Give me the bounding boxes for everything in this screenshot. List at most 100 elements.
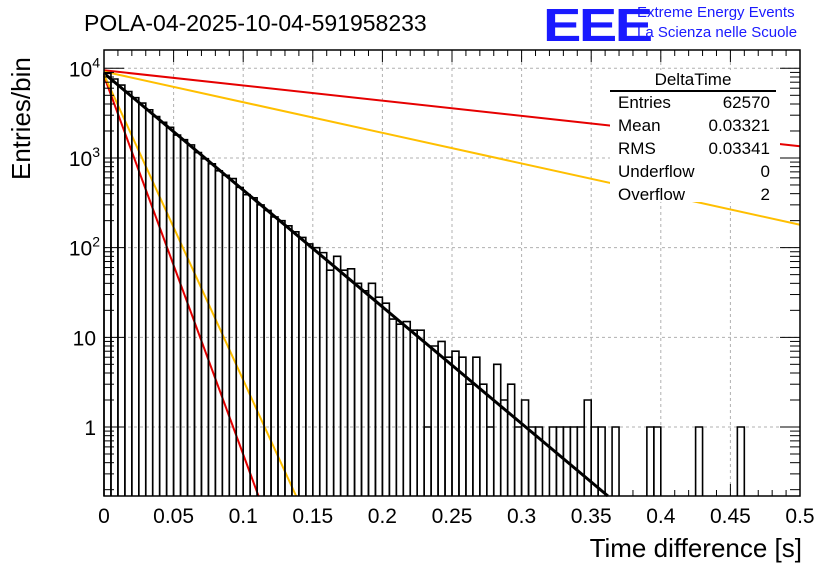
y-tick-base: 10	[69, 238, 92, 261]
histogram-bin	[179, 138, 189, 496]
histogram-bin	[736, 426, 746, 496]
y-tick-label: 102	[69, 234, 100, 261]
stats-row-entries: Entries 62570	[618, 93, 770, 115]
histogram-bin	[117, 84, 126, 496]
y-tick-label: 103	[69, 144, 100, 171]
histogram-bin	[479, 383, 488, 496]
histogram-bin	[499, 399, 509, 496]
histogram-bin	[437, 340, 446, 496]
x-tick-label: 0.1	[229, 505, 258, 528]
stats-label: Mean	[618, 116, 661, 135]
chart-title: POLA-04-2025-10-04-591958233	[84, 10, 427, 36]
histogram-bin	[353, 282, 363, 496]
logo-line-1: Extreme Energy Events	[637, 4, 795, 21]
histogram-bin	[207, 163, 217, 496]
stats-row-rms: RMS 0.03341	[618, 139, 770, 161]
histogram-bin	[492, 363, 502, 496]
y-tick-exponent: 4	[92, 54, 100, 70]
histogram-bin	[200, 157, 210, 496]
tick-layer: 0 0.05 0.1 0.15 0.2 0.25 0.3 0.35 0.4 0.45 0.51101…	[69, 50, 815, 528]
x-tick-label: 0.5	[785, 505, 814, 528]
histogram-bin	[694, 426, 704, 496]
histogram-bin	[534, 426, 544, 496]
histogram-bin	[346, 268, 356, 496]
histogram-bin	[277, 219, 286, 496]
histogram-bin	[520, 399, 530, 496]
histogram-bin	[381, 302, 391, 496]
histogram-bin	[124, 90, 133, 496]
fit-line-orange-steep	[103, 74, 298, 497]
eee-logo: EEE	[543, 0, 653, 51]
histogram-bin	[165, 126, 175, 496]
histogram-bin	[242, 193, 251, 496]
stats-title: DeltaTime	[610, 70, 776, 92]
stats-row-underflow: Underflow 0	[618, 162, 770, 184]
histogram-bin	[325, 269, 335, 496]
x-tick-label: 0	[98, 505, 110, 528]
stats-value: 0.03321	[708, 116, 770, 135]
histogram-bin	[430, 345, 439, 496]
x-tick-label: 0.3	[507, 505, 536, 528]
histogram-layer	[103, 72, 746, 496]
stats-value: 0.03341	[708, 139, 770, 158]
histogram-bin	[332, 255, 342, 496]
x-tick-label: 0.05	[153, 505, 194, 528]
histogram-bin	[569, 426, 579, 496]
histogram-bin	[284, 225, 293, 496]
histogram-bin	[402, 320, 412, 496]
histogram-bin	[291, 231, 300, 496]
y-tick-base: 10	[69, 58, 92, 81]
histogram-bin	[312, 246, 321, 496]
histogram-bin	[486, 426, 495, 496]
histogram-bin	[388, 318, 398, 496]
histogram-bin	[318, 251, 328, 496]
histogram-bin	[506, 383, 516, 496]
histogram-bin	[576, 426, 586, 496]
stats-label: Entries	[618, 93, 671, 112]
stats-label: Overflow	[618, 185, 686, 204]
histogram-bin	[360, 290, 370, 496]
histogram-bin	[653, 426, 662, 496]
histogram-bin	[416, 329, 425, 496]
y-tick-label: 104	[69, 54, 100, 81]
y-tick-exponent: 2	[92, 234, 100, 250]
histogram-bin	[249, 196, 258, 496]
stats-row-overflow: Overflow 2	[618, 185, 770, 207]
stats-value: 0	[760, 162, 770, 181]
histogram-bin	[513, 426, 523, 496]
stats-label: RMS	[618, 139, 656, 158]
stats-label: Underflow	[618, 162, 695, 181]
x-tick-label: 0.35	[571, 505, 612, 528]
histogram-bin	[339, 269, 349, 496]
histogram-bin	[465, 383, 474, 496]
histogram-bin	[409, 329, 418, 496]
histogram-bin	[172, 134, 182, 496]
y-axis-label: Entries/bin	[6, 57, 36, 180]
fit-line-exponential-fit	[103, 72, 609, 498]
histogram-bin	[158, 121, 168, 496]
histogram-bin	[263, 209, 272, 496]
histogram-bin	[423, 426, 432, 496]
stats-box: DeltaTime Entries 62570 Mean 0.03321 RMS…	[610, 70, 780, 204]
histogram-bin	[103, 72, 112, 496]
histogram-bin	[555, 426, 565, 496]
histogram-bin	[298, 236, 307, 496]
x-axis-label: Time difference [s]	[589, 533, 802, 563]
x-tick-label: 0.25	[432, 505, 473, 528]
histogram-bin	[305, 243, 314, 496]
histogram-bin	[611, 426, 620, 496]
histogram-bin	[131, 96, 140, 496]
y-tick-label: 10	[73, 327, 96, 350]
y-tick-exponent: 3	[92, 144, 100, 160]
histogram-bin	[110, 78, 119, 496]
logo-line-2: La Scienza nelle Scuole	[637, 24, 798, 41]
histogram-bin	[151, 115, 161, 496]
x-tick-label: 0.4	[646, 505, 676, 528]
histogram-bin	[451, 350, 460, 496]
x-tick-label: 0.2	[368, 505, 397, 528]
y-tick-base: 10	[69, 148, 92, 171]
histogram-bin	[527, 426, 537, 496]
stats-value: 62570	[722, 93, 770, 112]
histogram-bin	[597, 426, 606, 496]
